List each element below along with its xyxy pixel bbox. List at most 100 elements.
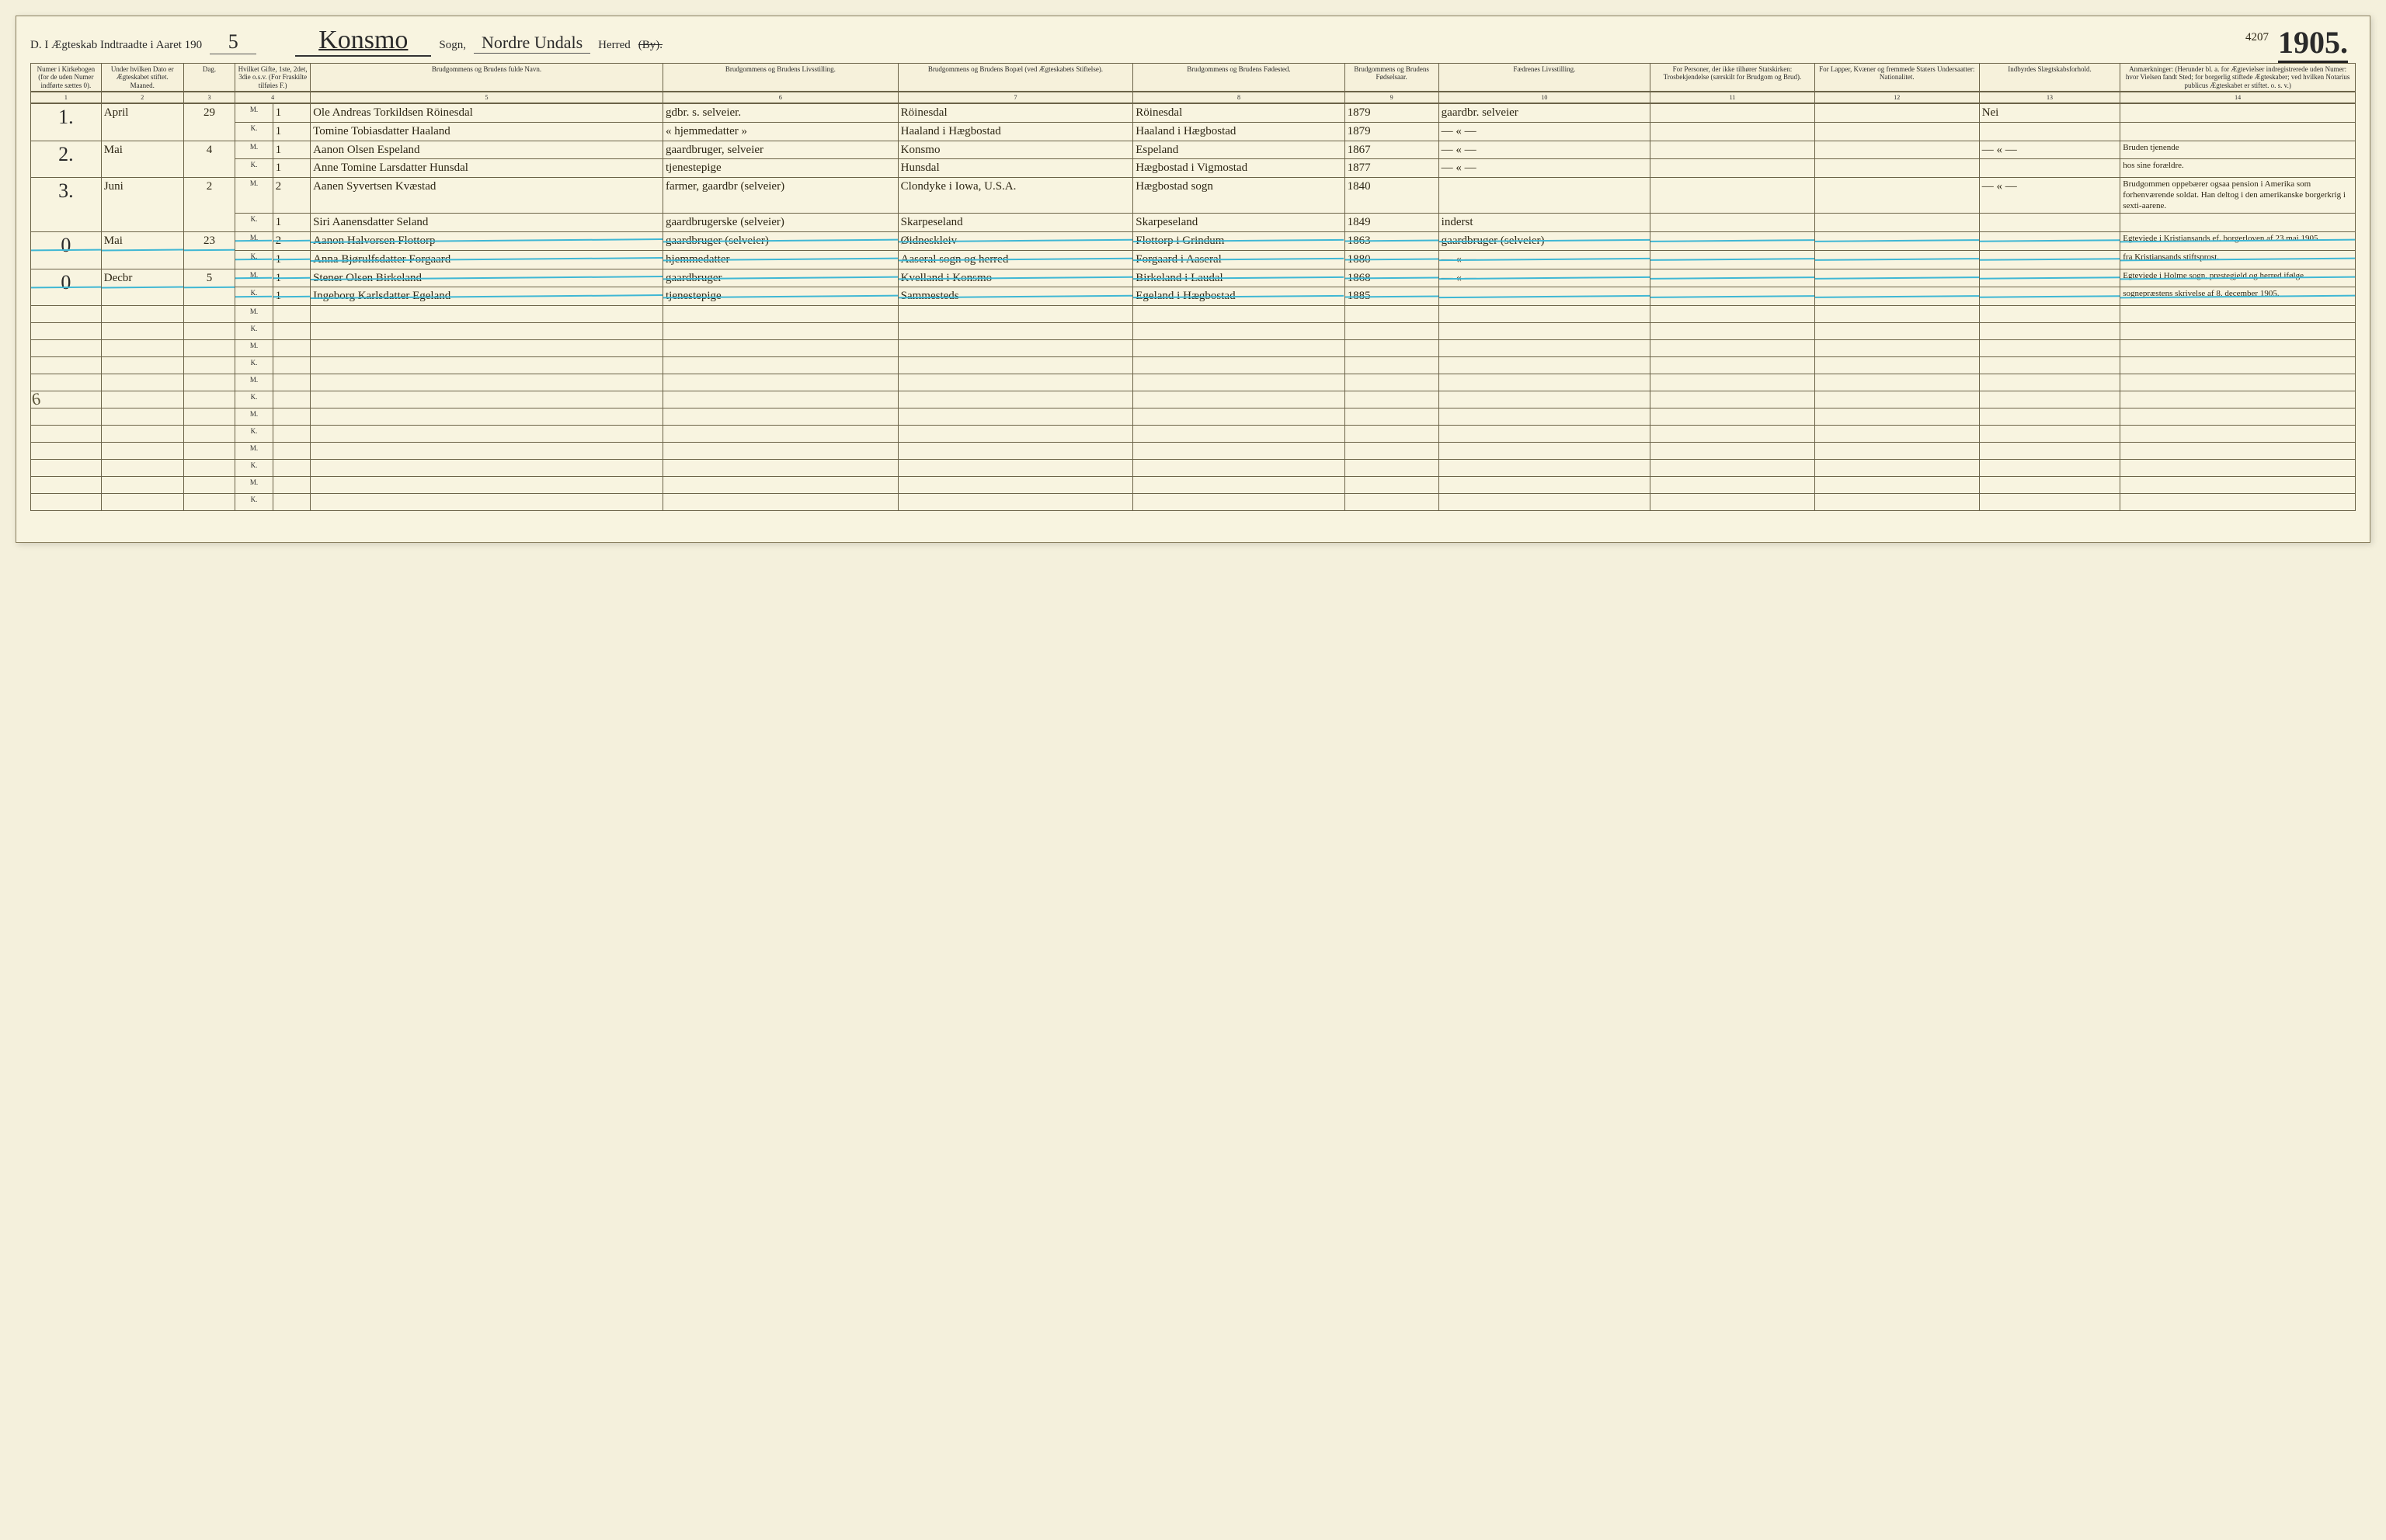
cell [31,460,102,477]
cell: 1879 [1344,122,1438,141]
cell [1979,477,2120,494]
cell [273,443,310,460]
cell [1814,178,1979,214]
cell [101,374,183,391]
cell [898,494,1133,511]
cell: M. [235,408,273,426]
cell: 1885 [1344,287,1438,306]
cell [663,477,899,494]
cell: M. [235,443,273,460]
cell [2120,340,2356,357]
cell: 1 [273,141,310,159]
cell: M. [235,232,273,251]
cell: 1 [273,287,310,306]
cell: Ingeborg Karlsdatter Egeland [311,287,663,306]
cell [311,391,663,408]
cell [1814,460,1979,477]
cell [1650,460,1815,477]
cell [898,323,1133,340]
cell: K. [235,391,273,408]
col-header: Numer i Kirkebogen (for de uden Numer in… [31,64,102,92]
cell [31,357,102,374]
cell [31,426,102,443]
cell [1979,306,2120,323]
cell [2120,477,2356,494]
cell [1133,494,1344,511]
cell: gaardbruger (selveier) [1438,232,1650,251]
table-row-blank: K. [31,460,2356,477]
cell [2120,374,2356,391]
cell: Siri Aanensdatter Seland [311,214,663,232]
col-header: For Lapper, Kvæner og fremmede Staters U… [1814,64,1979,92]
col-header: For Personer, der ikke tilhører Statskir… [1650,64,1815,92]
cell [101,408,183,426]
cell [311,477,663,494]
cell: Sammesteds [898,287,1133,306]
cell [1133,323,1344,340]
cell: 1877 [1344,159,1438,178]
cell [663,374,899,391]
cell [1650,494,1815,511]
col-num: 13 [1979,92,2120,103]
cell [2120,426,2356,443]
cell [101,340,183,357]
cell [1979,391,2120,408]
cell [1650,340,1815,357]
cell: April [101,103,183,141]
cell [1438,477,1650,494]
cell [1979,443,2120,460]
cell [1650,391,1815,408]
cell [183,460,235,477]
cell: K. [235,357,273,374]
table-row-blank: K. [31,391,2356,408]
cell: fra Kristiansands stiftsprost. [2120,250,2356,269]
cell: tjenestepige [663,159,899,178]
table-row: K.1Anna Bjørulfsdatter Forgaardhjemmedat… [31,250,2356,269]
col-header: Anmærkninger: (Herunder bl. a. for Ægtev… [2120,64,2356,92]
cell [273,426,310,443]
by-struck: (By). [638,39,663,52]
cell: 2. [31,141,102,178]
table-row: 0Decbr5M.1Stener Olsen Birkelandgaardbru… [31,269,2356,287]
cell [311,460,663,477]
cell [663,426,899,443]
cell: Röinesdal [898,103,1133,122]
cell [1650,306,1815,323]
cell [31,374,102,391]
cell [1979,374,2120,391]
cell [2120,408,2356,426]
cell [1650,250,1815,269]
cell: M. [235,103,273,122]
cell: Röinesdal [1133,103,1344,122]
cell [1814,287,1979,306]
cell [1650,159,1815,178]
cell: 1 [273,269,310,287]
cell: K. [235,214,273,232]
cell: farmer, gaardbr (selveier) [663,178,899,214]
table-row-blank: K. [31,426,2356,443]
col-num: 1 [31,92,102,103]
cell [1650,443,1815,460]
cell: gaardbrugerske (selveier) [663,214,899,232]
table-header: Numer i Kirkebogen (for de uden Numer in… [31,64,2356,104]
cell [1133,477,1344,494]
cell: inderst [1438,214,1650,232]
cell [1133,306,1344,323]
cell: gaardbruger, selveier [663,141,899,159]
cell: Stener Olsen Birkeland [311,269,663,287]
cell [1814,357,1979,374]
cell [1650,426,1815,443]
cell: 1 [273,122,310,141]
cell [1344,443,1438,460]
cell [1814,122,1979,141]
cell: K. [235,287,273,306]
table-row-blank: K. [31,494,2356,511]
cell [183,306,235,323]
cell [1814,391,1979,408]
table-row: 0Mai23M.2Aanon Halvorsen Flottorpgaardbr… [31,232,2356,251]
cell [2120,494,2356,511]
district-name: Nordre Undals [474,33,590,54]
cell: 1863 [1344,232,1438,251]
column-number-row: 1 2 3 4 5 6 7 8 9 10 11 12 13 14 [31,92,2356,103]
cell: Espeland [1133,141,1344,159]
